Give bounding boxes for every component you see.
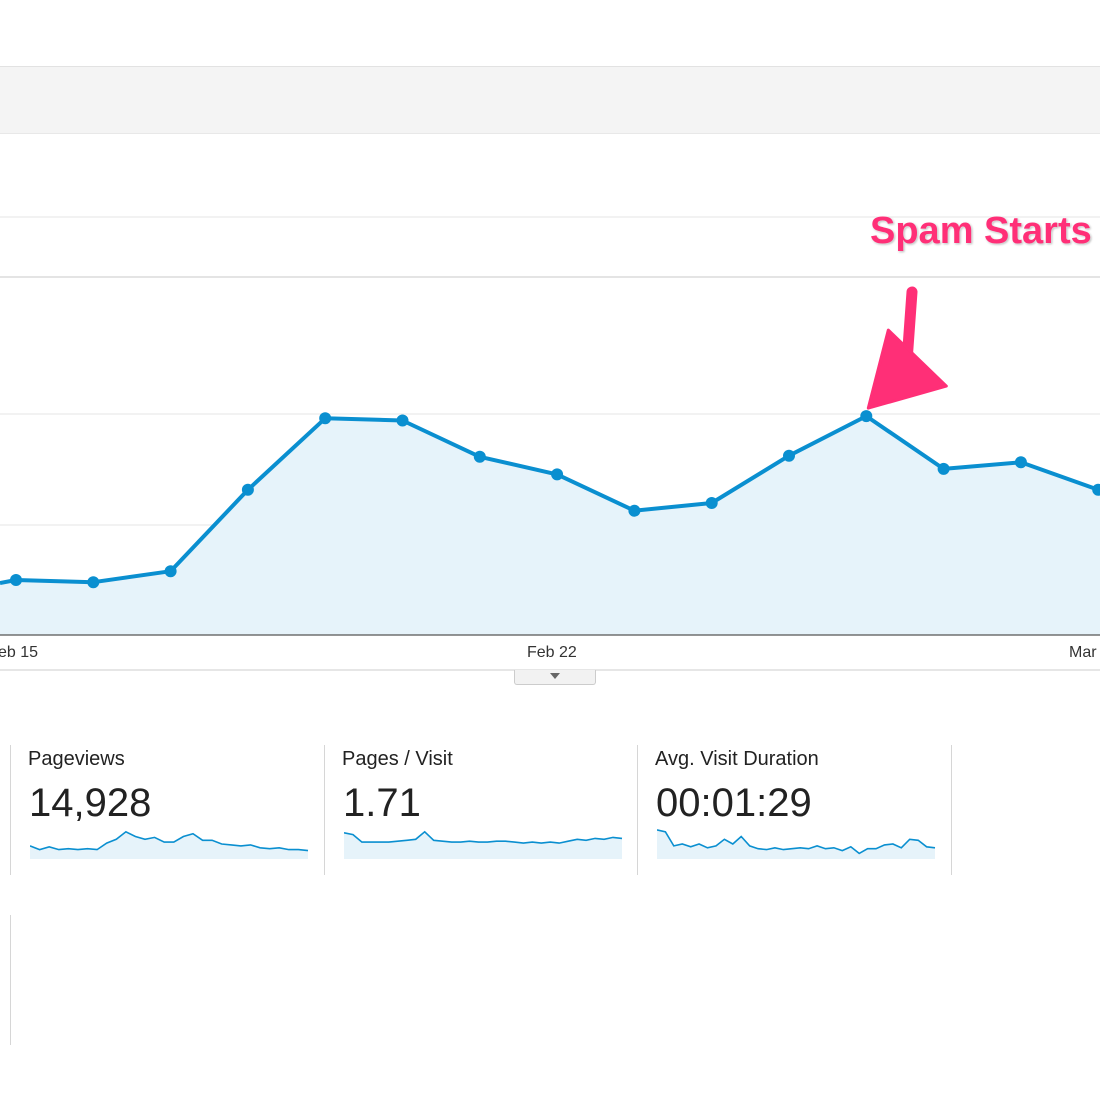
metric-pages-per-visit[interactable]: Pages / Visit 1.71 [342, 745, 627, 870]
arrow-head [866, 328, 948, 410]
metric-label: Pageviews [28, 748, 125, 770]
data-point [319, 412, 332, 425]
data-point [473, 450, 486, 463]
pages-per-visit-sparkline [344, 830, 623, 859]
data-point [705, 497, 718, 509]
metric-divider [951, 745, 952, 875]
data-point [551, 468, 564, 481]
data-point [164, 565, 177, 578]
data-point [1092, 483, 1100, 496]
x-tick-label: Feb 22 [527, 644, 577, 661]
metric-label: Pages / Visit [342, 748, 453, 770]
annotation-arrow [866, 286, 948, 410]
data-point [860, 410, 873, 423]
metric-divider [10, 745, 11, 875]
metric-avg-visit-duration[interactable]: Avg. Visit Duration 00:01:29 [655, 745, 940, 870]
area-fill [0, 416, 1100, 635]
metric-value: 14,928 [29, 781, 152, 825]
data-point [396, 414, 409, 427]
x-tick-label: Mar [1069, 644, 1097, 661]
chart-collapse-toggle[interactable] [514, 670, 596, 685]
data-point [628, 504, 641, 517]
metric-value: 00:01:29 [656, 781, 812, 825]
metric-label: Avg. Visit Duration [655, 748, 819, 770]
pageviews-sparkline [30, 830, 309, 859]
data-point [241, 483, 254, 496]
sparkline-area [344, 831, 622, 859]
avg-visit-duration-sparkline [657, 829, 936, 859]
sparkline-line [657, 829, 936, 855]
sparkline-area [30, 831, 308, 859]
metric-value: 1.71 [343, 781, 421, 825]
metric-pageviews[interactable]: Pageviews 14,928 [28, 745, 313, 870]
metric-divider [324, 745, 325, 875]
toolbar-strip [0, 66, 1100, 134]
caret-down-icon [550, 673, 560, 679]
data-point [87, 576, 100, 589]
data-point [783, 449, 795, 462]
sparkline-area [657, 829, 935, 859]
spam-starts-annotation: Spam Starts [870, 210, 1092, 252]
sparkline-line [344, 830, 623, 844]
metric-divider [637, 745, 638, 875]
data-point [1014, 456, 1027, 469]
x-tick-label: eb 15 [0, 644, 39, 661]
sessions-line-chart [0, 216, 1100, 671]
metric-divider [10, 915, 11, 1045]
data-point [937, 462, 950, 475]
data-point [10, 574, 22, 586]
sparkline-line [30, 830, 309, 852]
